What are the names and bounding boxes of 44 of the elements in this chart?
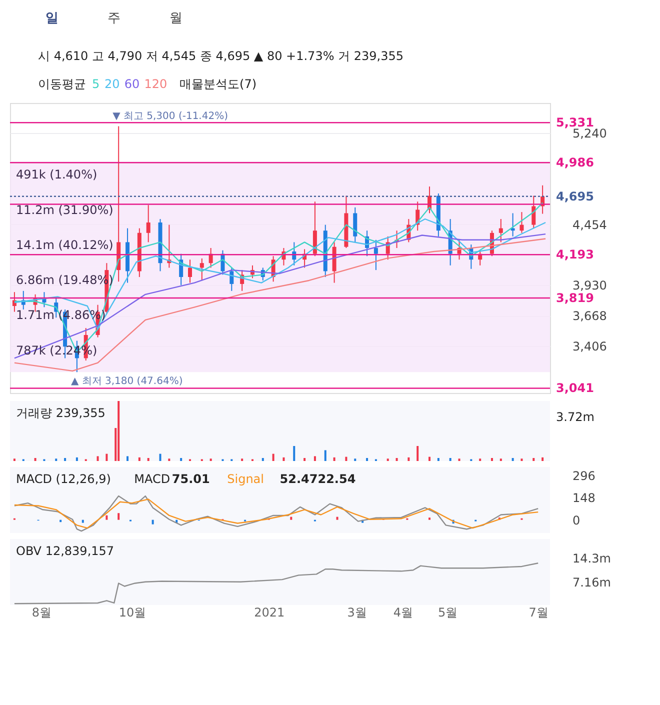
ref-line-label: 3,041 [556, 381, 594, 396]
text: 20 [104, 77, 120, 91]
text: 거래량 239,355 [16, 406, 106, 420]
text: 일 [46, 11, 58, 26]
chart-title: 시 4,610 고 4,790 저 4,545 종 4,695 ▲ 80 +1.73% 거 239,355 [38, 49, 404, 63]
ref-line-label: 4,193 [556, 248, 594, 262]
x-tick-label: 8월 [32, 606, 52, 620]
ref-line-label: 4,986 [556, 156, 594, 170]
series-label: MACD [134, 472, 170, 486]
y-tick-label: 0 [572, 513, 580, 528]
x-tick-label: 5월 [438, 606, 458, 620]
text: 5 [92, 77, 100, 91]
text: 주 [108, 11, 120, 26]
y-tick-label: 4,454 [572, 218, 607, 232]
band-label: 11.2m (31.90%) [16, 202, 114, 217]
chart-title: OBV 12,839,157 [16, 544, 114, 558]
x-tick-label: 2021 [254, 606, 285, 620]
y-tick-label: 148 [572, 491, 596, 506]
annotation: ▲ 최저 3,180 (47.64%) [70, 376, 183, 388]
text: 60 [124, 77, 140, 91]
y-tick-label: 14.3m [572, 552, 611, 566]
text: 3.72m [556, 410, 594, 424]
y-tick-label: 7.16m [572, 576, 611, 590]
chart-title: MACD (12,26,9) [16, 472, 111, 486]
annotation: 52.4722.54 [280, 472, 356, 486]
annotation: ▼ 최고 5,300 (-11.42%) [112, 111, 228, 122]
x-tick-label: 7월 [528, 606, 548, 620]
band-label: 491k (1.40%) [16, 168, 98, 182]
annotation: 75.01 [172, 472, 210, 486]
text: 120 [144, 77, 168, 91]
chart-subtitle: 매물분석도(7) [180, 77, 257, 91]
ref-line-label: 4,695 [556, 189, 594, 204]
x-tick-label: 4월 [393, 606, 414, 620]
band-label: 14.1m (40.12%) [16, 238, 114, 252]
y-tick-label: 296 [572, 469, 596, 484]
legend-title: 이동평균 [38, 77, 86, 91]
x-tick-label: 10월 [118, 606, 146, 620]
ref-line-label: 3,819 [556, 290, 594, 305]
text: 월 [170, 11, 182, 26]
y-tick-label: 3,406 [572, 339, 607, 354]
y-tick-label: 3,668 [572, 309, 607, 324]
x-tick-label: 3월 [347, 606, 367, 620]
y-tick-label: 3,930 [572, 278, 607, 293]
text: Signal [227, 472, 264, 486]
